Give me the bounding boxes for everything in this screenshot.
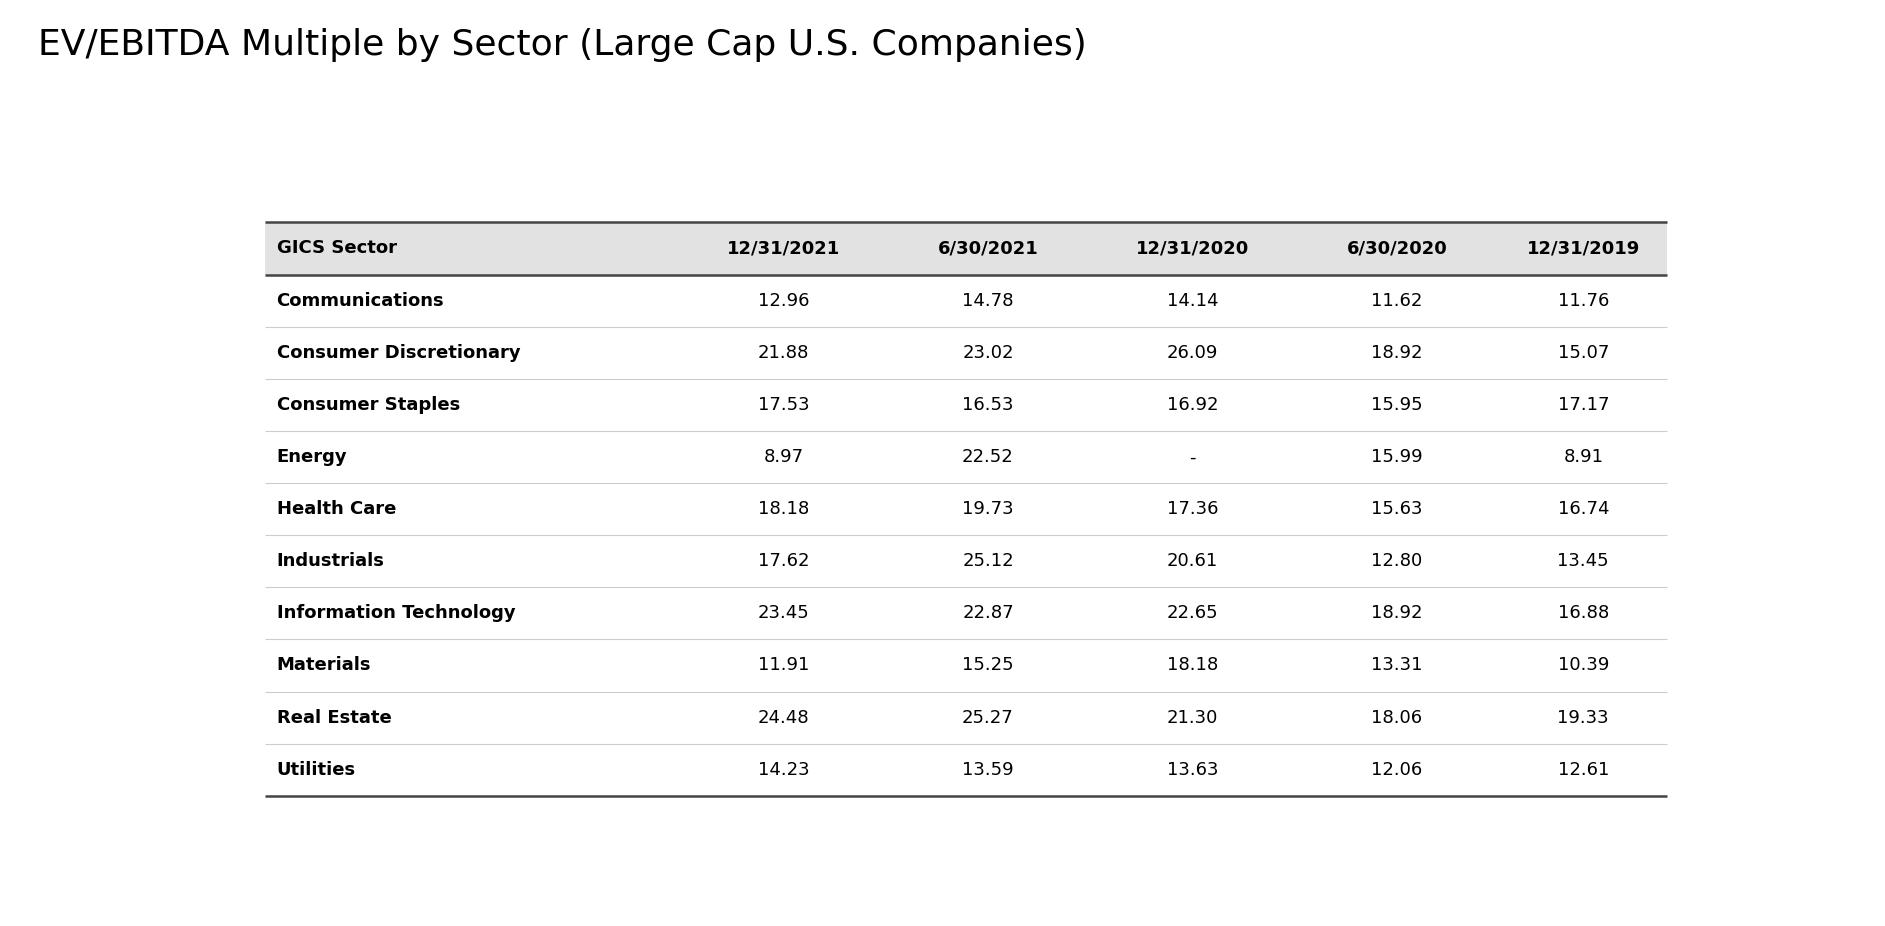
Text: 17.53: 17.53 — [758, 396, 809, 414]
Bar — [264, 221, 1666, 275]
Bar — [264, 432, 1666, 483]
Text: -: - — [1189, 448, 1195, 467]
Text: Utilities: Utilities — [277, 760, 356, 779]
Text: 13.63: 13.63 — [1167, 760, 1218, 779]
Text: Communications: Communications — [277, 292, 445, 310]
Text: 13.59: 13.59 — [961, 760, 1014, 779]
Text: 17.17: 17.17 — [1557, 396, 1610, 414]
Text: 12/31/2019: 12/31/2019 — [1527, 240, 1640, 257]
Text: 26.09: 26.09 — [1167, 344, 1218, 362]
Text: 23.02: 23.02 — [961, 344, 1014, 362]
Text: 18.92: 18.92 — [1370, 605, 1423, 622]
Bar — [264, 327, 1666, 380]
Text: 25.12: 25.12 — [961, 553, 1014, 570]
Text: 16.88: 16.88 — [1557, 605, 1610, 622]
Text: 6/30/2021: 6/30/2021 — [937, 240, 1039, 257]
Text: 21.30: 21.30 — [1167, 708, 1218, 727]
Bar — [264, 535, 1666, 587]
Text: 19.33: 19.33 — [1557, 708, 1610, 727]
Text: 15.95: 15.95 — [1370, 396, 1423, 414]
Text: 8.91: 8.91 — [1563, 448, 1604, 467]
Text: 13.31: 13.31 — [1370, 657, 1423, 674]
Text: 8.97: 8.97 — [763, 448, 803, 467]
Text: 15.99: 15.99 — [1370, 448, 1423, 467]
Text: 12.61: 12.61 — [1557, 760, 1610, 779]
Text: 19.73: 19.73 — [961, 500, 1014, 519]
Text: 11.76: 11.76 — [1557, 292, 1610, 310]
Text: 12.96: 12.96 — [758, 292, 809, 310]
Bar — [264, 275, 1666, 327]
Text: Industrials: Industrials — [277, 553, 385, 570]
Text: 17.62: 17.62 — [758, 553, 809, 570]
Text: 18.92: 18.92 — [1370, 344, 1423, 362]
Text: 13.45: 13.45 — [1557, 553, 1610, 570]
Text: 12.06: 12.06 — [1372, 760, 1423, 779]
Text: 15.63: 15.63 — [1370, 500, 1423, 519]
Text: 17.36: 17.36 — [1167, 500, 1218, 519]
Text: 20.61: 20.61 — [1167, 553, 1218, 570]
Text: GICS Sector: GICS Sector — [277, 240, 396, 257]
Text: Consumer Discretionary: Consumer Discretionary — [277, 344, 520, 362]
Text: 22.65: 22.65 — [1167, 605, 1218, 622]
Text: 22.52: 22.52 — [961, 448, 1014, 467]
Text: 15.25: 15.25 — [961, 657, 1014, 674]
Bar — [264, 640, 1666, 692]
Bar — [264, 692, 1666, 744]
Text: 21.88: 21.88 — [758, 344, 809, 362]
Text: 14.23: 14.23 — [758, 760, 809, 779]
Text: 18.18: 18.18 — [758, 500, 809, 519]
Text: 24.48: 24.48 — [758, 708, 809, 727]
Text: 16.74: 16.74 — [1557, 500, 1610, 519]
Text: 11.91: 11.91 — [758, 657, 809, 674]
Text: 18.06: 18.06 — [1372, 708, 1423, 727]
Text: 12.80: 12.80 — [1372, 553, 1423, 570]
Text: 15.07: 15.07 — [1557, 344, 1610, 362]
Text: Consumer Staples: Consumer Staples — [277, 396, 460, 414]
Text: 25.27: 25.27 — [961, 708, 1014, 727]
Text: 23.45: 23.45 — [758, 605, 809, 622]
Text: 14.78: 14.78 — [961, 292, 1014, 310]
Text: EV/EBITDA Multiple by Sector (Large Cap U.S. Companies): EV/EBITDA Multiple by Sector (Large Cap … — [38, 28, 1086, 62]
Text: 22.87: 22.87 — [961, 605, 1014, 622]
Bar — [264, 483, 1666, 535]
Text: Information Technology: Information Technology — [277, 605, 515, 622]
Text: 18.18: 18.18 — [1167, 657, 1218, 674]
Text: 11.62: 11.62 — [1370, 292, 1423, 310]
Text: 14.14: 14.14 — [1167, 292, 1218, 310]
Text: Energy: Energy — [277, 448, 347, 467]
Text: 12/31/2021: 12/31/2021 — [728, 240, 841, 257]
Text: 10.39: 10.39 — [1557, 657, 1610, 674]
Text: Health Care: Health Care — [277, 500, 396, 519]
Text: 16.53: 16.53 — [961, 396, 1014, 414]
Bar — [264, 587, 1666, 640]
Bar — [264, 380, 1666, 432]
Text: Materials: Materials — [277, 657, 371, 674]
Text: 6/30/2020: 6/30/2020 — [1346, 240, 1448, 257]
Text: 12/31/2020: 12/31/2020 — [1137, 240, 1250, 257]
Bar — [264, 744, 1666, 795]
Text: Real Estate: Real Estate — [277, 708, 392, 727]
Text: 16.92: 16.92 — [1167, 396, 1218, 414]
